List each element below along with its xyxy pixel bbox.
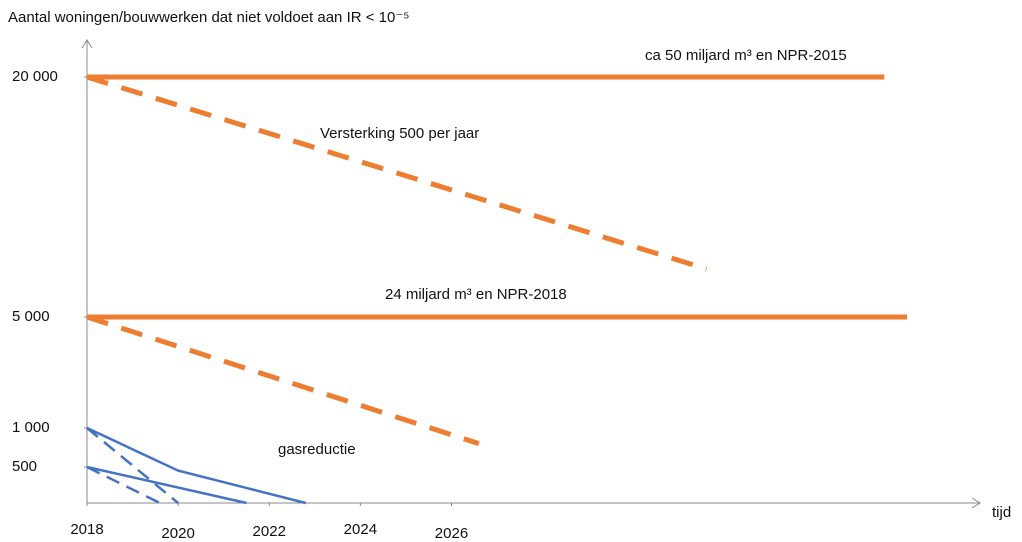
series-label: ca 50 miljard m³ en NPR-2015 <box>645 47 847 64</box>
x-axis-title: tijd <box>992 504 1011 521</box>
series-line <box>86 314 480 446</box>
series-line <box>86 426 307 505</box>
x-axis-arrow <box>971 497 981 509</box>
series-label: 24 miljard m³ en NPR-2018 <box>385 286 567 303</box>
y-tick-label: 1 000 <box>12 419 50 436</box>
series-line <box>86 465 161 505</box>
x-tick-label: 2026 <box>435 525 468 542</box>
series-label: Versterking 500 per jaar <box>320 125 479 142</box>
y-tick-label: 20 000 <box>12 68 58 85</box>
series-line <box>86 427 179 504</box>
y-axis-arrow <box>81 39 93 49</box>
x-tick-label: 2024 <box>344 521 377 538</box>
y-tick-label: 500 <box>12 458 37 475</box>
y-tick-label: 5 000 <box>12 308 50 325</box>
series-line <box>86 465 247 505</box>
x-tick-label: 2018 <box>70 521 103 538</box>
series-line <box>86 74 708 272</box>
y-axis-title: Aantal woningen/bouwwerken dat niet vold… <box>8 9 409 26</box>
x-tick-label: 2022 <box>253 523 286 540</box>
annotation: gasreductie <box>278 441 356 458</box>
x-tick-label: 2020 <box>161 525 194 542</box>
